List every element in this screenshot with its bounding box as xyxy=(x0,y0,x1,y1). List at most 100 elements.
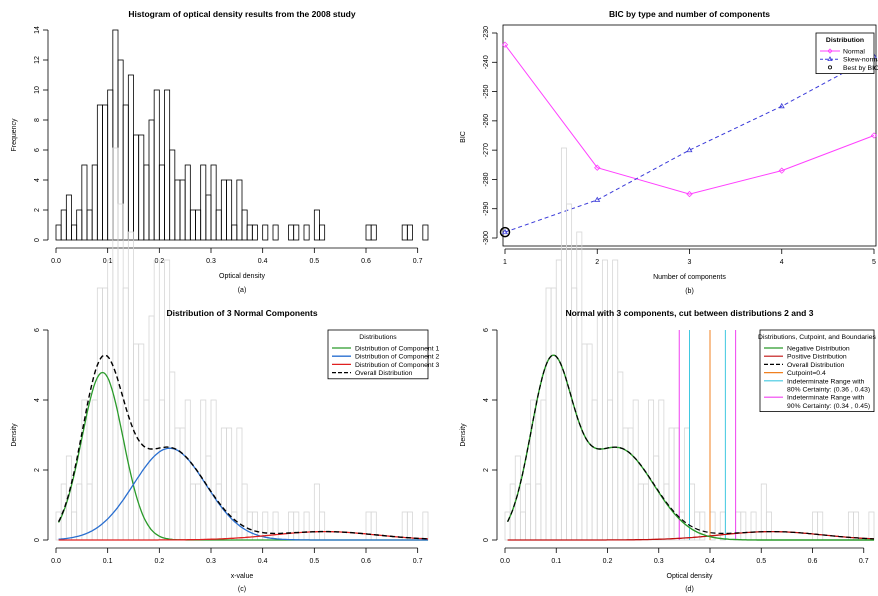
legend-entry: Skew-normal xyxy=(843,57,878,64)
legend-entry: 80% Certainty: (0.36 , 0.43) xyxy=(787,387,870,394)
histogram-bar xyxy=(868,511,875,541)
histogram-bar xyxy=(179,179,186,241)
panel-label: (c) xyxy=(238,586,246,593)
histogram-bar xyxy=(127,231,134,541)
histogram-bar xyxy=(122,287,129,541)
histogram-bar xyxy=(195,483,202,541)
x-axis-label: Optical density xyxy=(219,273,265,280)
x-tick-label: 0.5 xyxy=(756,558,766,565)
histogram-bar xyxy=(65,194,72,241)
histogram-bar xyxy=(617,371,624,541)
histogram-bar xyxy=(262,224,269,241)
histogram-bar xyxy=(246,224,253,241)
histogram-bar xyxy=(545,287,552,541)
histogram-bar xyxy=(55,224,62,241)
x-tick-label: 0.0 xyxy=(51,258,61,265)
histogram-bar xyxy=(236,427,243,541)
legend-entry: Indeterminate Range with xyxy=(787,395,865,402)
histogram-bar xyxy=(673,427,680,541)
panel-c: Distribution of 3 Normal Components 0.0 0.… xyxy=(11,147,439,593)
histogram-bar xyxy=(607,399,614,541)
y-tick-label: 2 xyxy=(483,468,490,472)
x-tick-label: 0.4 xyxy=(258,558,268,565)
series-point xyxy=(686,146,693,153)
legend-marker xyxy=(828,65,833,70)
histogram-bar xyxy=(133,343,140,541)
best-bic-marker xyxy=(499,226,511,238)
y-tick-label: 8 xyxy=(34,118,41,122)
overall-curve xyxy=(507,354,875,540)
histogram-bar xyxy=(370,224,377,241)
y-tick-label: 6 xyxy=(34,148,41,152)
histogram-bar xyxy=(169,371,176,541)
histogram-bar xyxy=(241,209,248,241)
histogram-bar xyxy=(689,483,696,541)
histogram-bar xyxy=(313,209,320,241)
histogram-bar xyxy=(76,209,83,241)
y-axis-label: Density xyxy=(460,423,467,447)
series-point xyxy=(502,228,508,235)
y-tick-label: -300 xyxy=(483,231,490,245)
histogram-bar xyxy=(226,427,233,541)
histogram-bar xyxy=(272,511,279,541)
histogram-bar xyxy=(535,483,542,541)
histogram-bar xyxy=(251,511,258,541)
x-tick-label: 0.2 xyxy=(154,558,164,565)
histogram-bar xyxy=(422,511,429,541)
histogram-bar xyxy=(55,511,62,541)
histogram-bar xyxy=(750,511,757,541)
histogram-bar xyxy=(509,483,516,541)
histogram-bar xyxy=(370,511,377,541)
x-axis-label: Number of components xyxy=(653,274,726,281)
histogram-bar xyxy=(195,209,202,241)
histogram-bar xyxy=(174,179,181,241)
x-tick-label: 0.4 xyxy=(258,258,268,265)
x-tick-label: 0.7 xyxy=(413,258,423,265)
chart-title: Normal with 3 components, cut between di… xyxy=(566,308,814,318)
y-axis-label: BIC xyxy=(460,131,467,143)
legend-marker xyxy=(827,56,833,61)
panel-b: BIC by type and number of components 1 2 3 4… xyxy=(460,9,878,295)
histogram-bar xyxy=(812,511,819,541)
legend-entry: Negative Distribution xyxy=(787,346,850,353)
histogram-bar xyxy=(612,259,619,541)
x-tick-label: 0.6 xyxy=(808,558,818,565)
x-tick-label: 2 xyxy=(595,259,599,266)
y-tick-label: -270 xyxy=(483,143,490,157)
x-tick-label: 0.6 xyxy=(361,258,371,265)
x-tick-label: 0.6 xyxy=(361,558,371,565)
histogram-bar xyxy=(210,164,217,241)
histogram-bar xyxy=(138,134,145,241)
x-tick-label: 1 xyxy=(503,259,507,266)
histogram-bar xyxy=(133,134,140,241)
histogram-bar xyxy=(189,209,196,241)
histogram-bar xyxy=(566,203,573,541)
histogram-bar xyxy=(143,164,150,241)
histogram-bar xyxy=(205,194,212,241)
histogram-bar xyxy=(735,511,742,541)
histogram-bar xyxy=(169,149,176,241)
histogram-bar xyxy=(678,511,685,541)
histogram-bar xyxy=(581,343,588,541)
x-axis-label: x-value xyxy=(231,573,254,580)
component-2-curve xyxy=(58,447,428,541)
y-tick-label: 6 xyxy=(34,328,41,332)
histogram-bar xyxy=(251,224,258,241)
histogram-bar xyxy=(401,511,408,541)
histogram-bar xyxy=(406,224,413,241)
histogram-bar xyxy=(293,224,300,241)
y-tick-label: 6 xyxy=(483,328,490,332)
histogram-bar xyxy=(601,259,608,541)
histogram-bar xyxy=(319,224,326,241)
histogram-bar xyxy=(241,483,248,541)
y-tick-label: 0 xyxy=(34,238,41,242)
series-point xyxy=(594,196,601,202)
histogram-bar xyxy=(847,511,854,541)
histogram-bar xyxy=(699,511,706,541)
panel-label: (b) xyxy=(685,288,694,295)
histogram-bar xyxy=(231,511,238,541)
x-tick-label: 0.2 xyxy=(603,558,613,565)
histogram-bar xyxy=(504,511,511,541)
histogram-bar xyxy=(560,147,567,541)
histogram-bar xyxy=(205,455,212,541)
